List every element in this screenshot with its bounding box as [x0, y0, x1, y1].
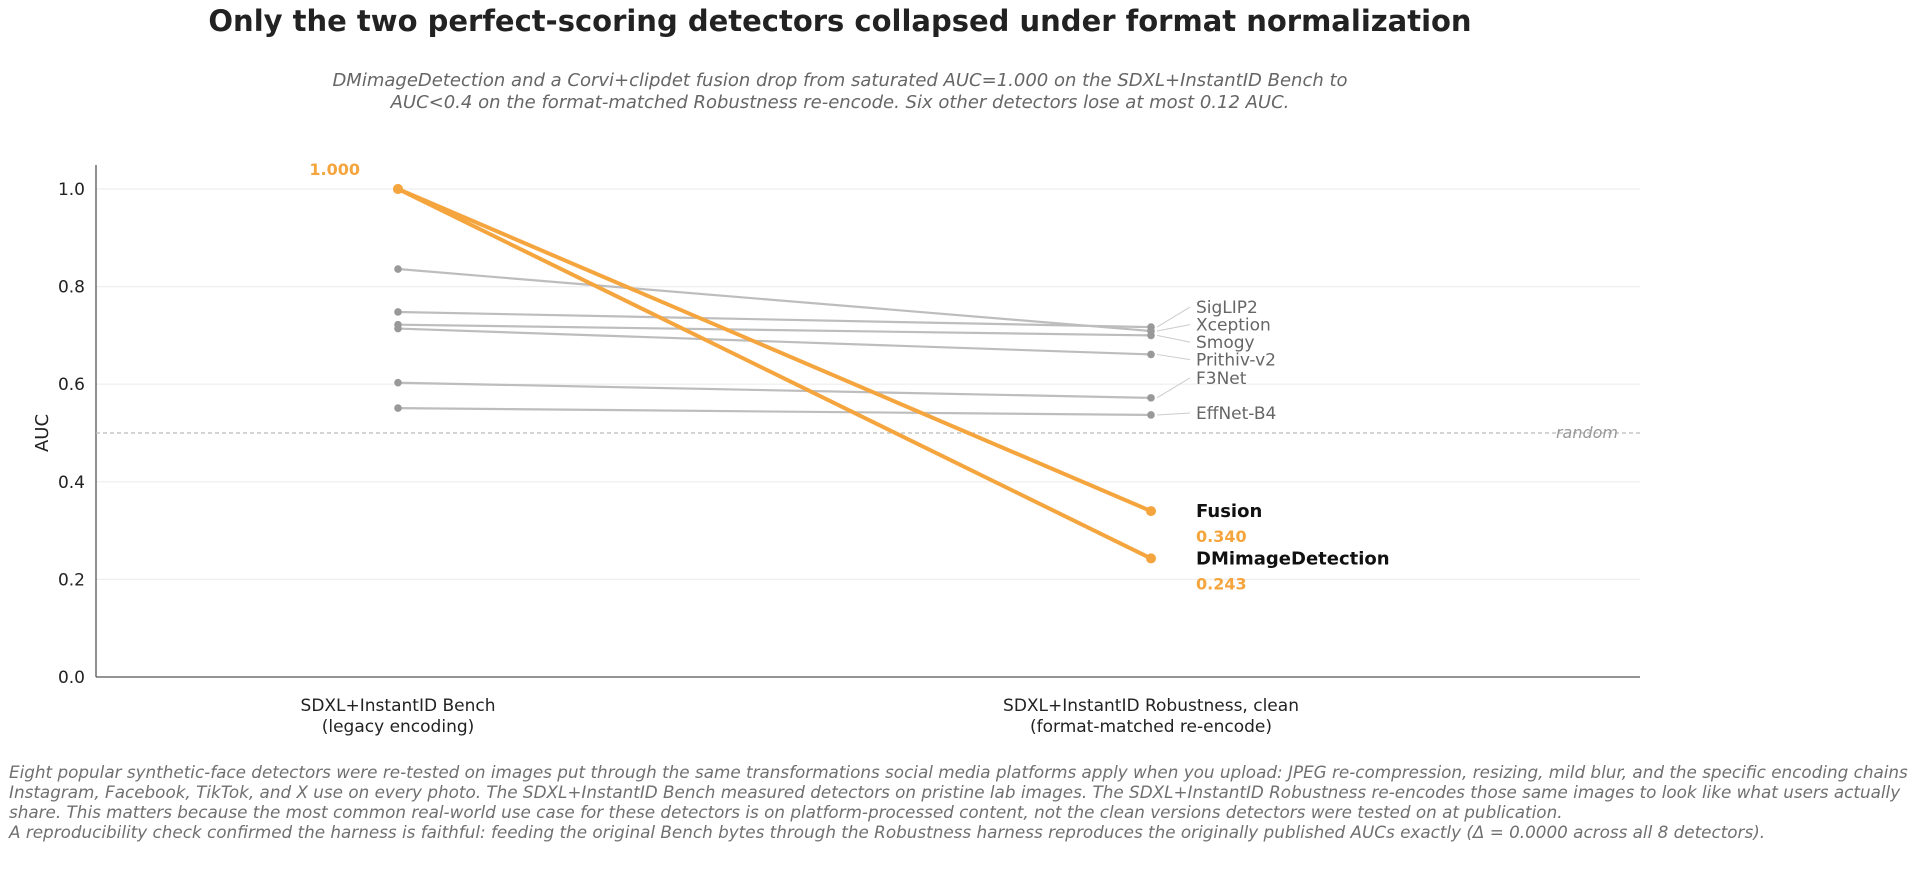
x-tick-label: (legacy encoding)	[322, 717, 475, 737]
series-point	[1147, 350, 1155, 359]
series-point-highlight	[1146, 506, 1156, 517]
series-point-highlight	[393, 184, 403, 194]
label-leader	[1156, 353, 1191, 361]
series-point	[394, 378, 402, 387]
series-line	[397, 327, 1152, 356]
label-leader	[1156, 324, 1191, 332]
series-label: Prithiv-v2	[1196, 351, 1276, 371]
y-tick-label: 0.2	[58, 570, 85, 590]
footnote-paragraph: A reproducibility check confirmed the ha…	[9, 822, 1766, 842]
end-value-label: 0.243	[1196, 574, 1247, 593]
series-label: SigLIP2	[1196, 298, 1258, 318]
series-point-highlight	[1146, 553, 1156, 564]
series-label-highlight: Fusion	[1196, 501, 1262, 522]
footnote: Eight popular synthetic-face detectors w…	[9, 762, 1914, 842]
axes: 0.0 0.2 0.4 0.6 0.8 1.0 AUC SDXL+InstantID Benc…	[32, 165, 1640, 737]
y-tick-label: 0.8	[58, 278, 85, 298]
footnote-paragraph: Eight popular synthetic-face detectors w…	[9, 762, 1908, 822]
y-axis-label: AUC	[32, 414, 53, 452]
series-label: F3Net	[1196, 369, 1247, 389]
y-tick-label: 0.6	[58, 375, 85, 395]
end-value-label: 0.340	[1196, 527, 1247, 546]
series-line-highlight	[397, 187, 1152, 513]
x-tick-label: SDXL+InstantID Robustness, clean	[1003, 696, 1299, 716]
series-point	[1147, 331, 1155, 340]
subtitle-line: DMimageDetection and a Corvi+clipdet fus…	[332, 70, 1348, 91]
chart-title: Only the two perfect-scoring detectors c…	[208, 4, 1472, 38]
series-point	[394, 308, 402, 316]
random-reference: random	[96, 423, 1640, 442]
series-point	[1147, 394, 1155, 402]
series-line	[397, 407, 1152, 417]
y-tick-label: 1.0	[58, 180, 85, 200]
label-leader	[1156, 377, 1191, 399]
reference-label: random	[1556, 423, 1618, 442]
series-line	[397, 267, 1152, 333]
x-tick-label: (format-matched re-encode)	[1030, 717, 1272, 737]
series-label: Smogy	[1196, 333, 1255, 353]
chart-subtitle: DMimageDetection and a Corvi+clipdet fus…	[200, 70, 1480, 114]
series-line	[397, 310, 1152, 329]
series-line	[397, 381, 1152, 399]
start-value-label: 1.000	[309, 160, 360, 179]
series-point	[394, 404, 402, 412]
label-leader	[1156, 412, 1191, 416]
subtitle-line: AUC<0.4 on the format-matched Robustness…	[390, 92, 1290, 113]
y-tick-label: 0.0	[58, 668, 85, 688]
label-leader	[1156, 334, 1191, 343]
series-label: EffNet-B4	[1196, 404, 1276, 424]
series-point	[394, 265, 402, 273]
y-tick-label: 0.4	[58, 473, 85, 493]
series-line	[397, 323, 1152, 337]
series-label-highlight: DMimageDetection	[1196, 548, 1390, 569]
series-lines	[393, 184, 1156, 564]
label-leader	[1156, 306, 1191, 328]
series-point	[1147, 411, 1155, 419]
gridlines	[96, 188, 1640, 581]
series-line-highlight	[397, 187, 1152, 561]
x-tick-label: SDXL+InstantID Bench	[301, 696, 496, 716]
series-label: Xception	[1196, 316, 1271, 336]
series-point	[394, 324, 402, 333]
